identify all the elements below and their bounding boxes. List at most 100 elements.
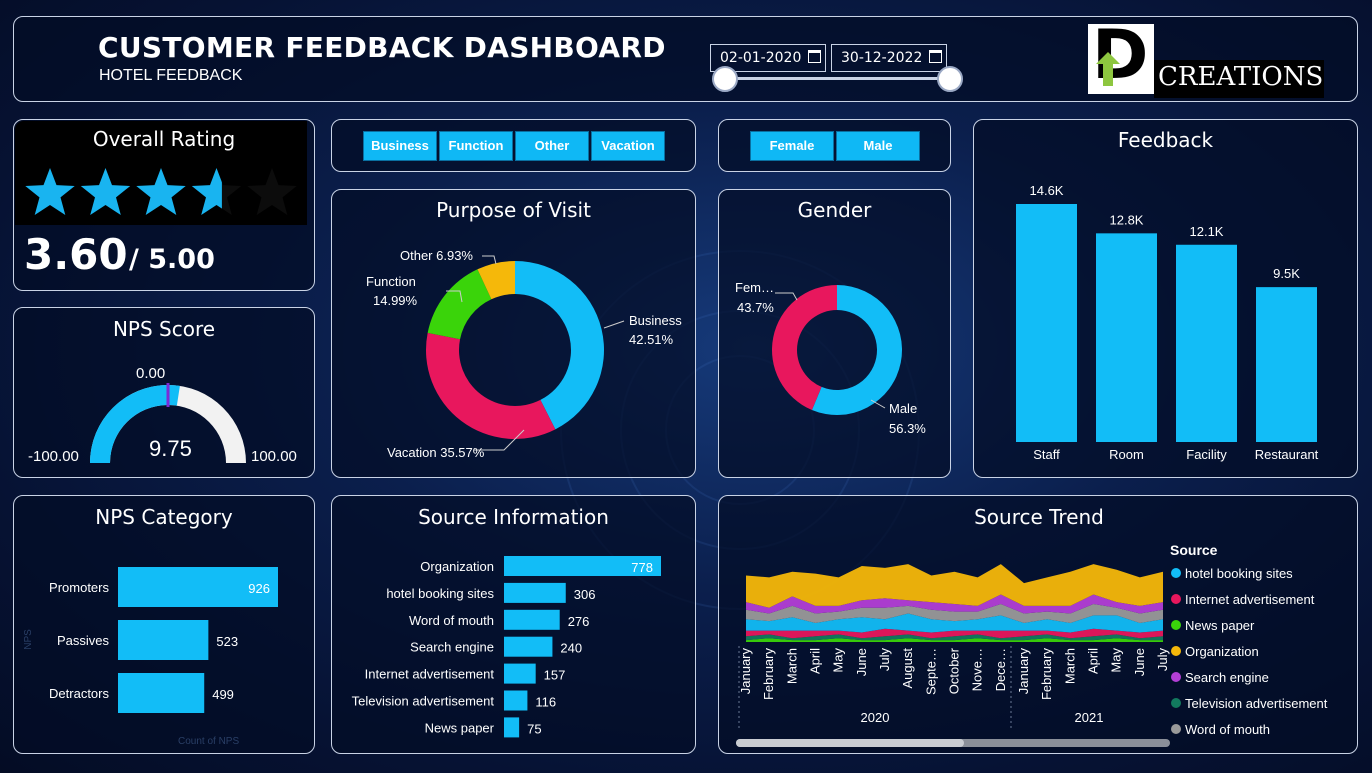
trend-month-label: April	[808, 648, 823, 674]
feedback-bar-restaurant[interactable]	[1256, 287, 1317, 442]
brand-logo: D CREATIONS	[1088, 16, 1324, 98]
source-trend-area-chart: January February March April May June July Augu…	[738, 564, 1170, 728]
source-bar[interactable]	[504, 690, 528, 711]
slicer-button-function[interactable]: Function	[439, 131, 513, 161]
purpose-slice-function	[427, 269, 492, 340]
star-icon	[191, 168, 222, 215]
source-trend-panel: Source Trend January February March April Ma…	[718, 495, 1358, 754]
legend-item-television-advertisement[interactable]: Television advertisement	[1171, 696, 1327, 711]
legend-item-search-engine[interactable]: Search engine	[1171, 670, 1269, 685]
trend-month-label: July	[1155, 648, 1170, 672]
trend-month-label: January	[1016, 648, 1031, 695]
feedback-panel: Feedback 14.6K Staff 12.8K Room 12.1K Facilit…	[973, 119, 1358, 478]
end-date-input[interactable]: 30-12-2022	[831, 44, 947, 72]
gender-slice-female	[772, 285, 837, 410]
trend-month-label: October	[947, 647, 962, 694]
legend-swatch-icon	[1171, 594, 1181, 604]
source-bar[interactable]	[504, 582, 566, 603]
purpose-slice-business	[515, 261, 604, 430]
feedback-title: Feedback	[1117, 128, 1214, 152]
source-information-bar-chart: Organization 778 hotel booking sites 306 Wor…	[352, 556, 661, 738]
gender-slicer-panel: Female Male	[718, 119, 951, 172]
nps-category-x-axis-label: Count of NPS	[178, 736, 240, 747]
legend-item-internet-advertisement[interactable]: Internet advertisement	[1171, 592, 1314, 607]
source-label: Television advertisement	[352, 694, 495, 709]
horizontal-scrollbar-thumb[interactable]	[736, 739, 964, 747]
date-range-slider-end-handle[interactable]	[937, 66, 963, 92]
trend-month-label: February	[761, 648, 776, 701]
gender-donut-chart	[772, 285, 902, 415]
feedback-value-label: 12.8K	[1110, 212, 1144, 227]
trend-month-label: January	[738, 648, 753, 695]
header-panel: CUSTOMER FEEDBACK DASHBOARD HOTEL FEEDBA…	[13, 16, 1358, 102]
nps-category-bar-promoters[interactable]	[118, 567, 278, 607]
start-date-input[interactable]: 02-01-2020	[710, 44, 826, 72]
feedback-value-label: 12.1K	[1190, 224, 1224, 239]
start-date-value: 02-01-2020	[720, 50, 802, 66]
feedback-bar-facility[interactable]	[1176, 244, 1237, 442]
label-other: Other 6.93%	[400, 248, 473, 263]
source-value-label: 778	[631, 560, 653, 575]
nps-category-label: Passives	[57, 633, 110, 648]
logo-letter: D	[1092, 16, 1149, 95]
trend-month-label: Septe…	[923, 648, 938, 695]
legend-swatch-icon	[1171, 724, 1181, 734]
date-range-slider-track[interactable]	[726, 77, 951, 80]
calendar-icon[interactable]	[929, 50, 942, 63]
source-bar[interactable]	[504, 663, 536, 684]
source-label: Organization	[420, 559, 494, 574]
purpose-of-visit-panel: Purpose of Visit Business 42.51% Vacatio…	[331, 189, 696, 478]
trend-area-hotel-booking-sites	[746, 613, 1163, 633]
nps-target-label: 0.00	[136, 365, 166, 382]
trend-year-label: 2020	[861, 710, 890, 725]
legend-item-news-paper[interactable]: News paper	[1171, 618, 1254, 633]
trend-year-label: 2021	[1075, 710, 1104, 725]
feedback-bar-room[interactable]	[1096, 233, 1157, 442]
feedback-bar-chart: 14.6K Staff 12.8K Room 12.1K Facility 9.5K Rest…	[1016, 183, 1319, 462]
source-value-label: 116	[535, 695, 556, 710]
nps-category-bar-detractors[interactable]	[118, 673, 205, 713]
page-title: CUSTOMER FEEDBACK DASHBOARD	[98, 31, 666, 64]
slicer-button-female[interactable]: Female	[750, 131, 834, 161]
legend-item-hotel-booking-sites[interactable]: hotel booking sites	[1171, 566, 1293, 581]
source-trend-title: Source Trend	[974, 505, 1104, 529]
source-value-label: 157	[544, 668, 566, 683]
source-bar[interactable]	[504, 556, 661, 576]
nps-category-title: NPS Category	[95, 505, 233, 529]
trend-month-label: June	[854, 648, 869, 676]
legend-item-organization[interactable]: Organization	[1171, 644, 1259, 659]
trend-area-television-advertisement	[746, 634, 1163, 641]
slicer-button-business[interactable]: Business	[363, 131, 437, 161]
source-label: News paper	[425, 720, 495, 735]
overall-rating-max: / 5.00	[129, 244, 215, 275]
nps-value-label: 9.75	[149, 436, 192, 461]
legend-label: hotel booking sites	[1185, 566, 1293, 581]
nps-max-label: 100.00	[251, 448, 297, 465]
nps-category-label: Promoters	[49, 580, 109, 595]
gender-panel: Gender Fem… 43.7% Male 56.3%	[718, 189, 951, 478]
slicer-button-vacation[interactable]: Vacation	[591, 131, 665, 161]
end-date-value: 30-12-2022	[841, 50, 923, 66]
legend-item-word-of-mouth[interactable]: Word of mouth	[1171, 722, 1270, 737]
trend-month-label: Dece…	[993, 648, 1008, 691]
leader-line	[603, 320, 625, 329]
calendar-icon[interactable]	[808, 50, 821, 63]
feedback-value-label: 9.5K	[1273, 266, 1300, 281]
legend-swatch-icon	[1171, 568, 1181, 578]
feedback-bar-staff[interactable]	[1016, 204, 1077, 442]
label-business: Business	[629, 313, 682, 328]
source-bar[interactable]	[504, 717, 520, 738]
legend-label: Word of mouth	[1185, 722, 1271, 737]
trend-area-internet-advertisement	[746, 628, 1163, 639]
date-range-slider-start-handle[interactable]	[712, 66, 738, 92]
source-bar[interactable]	[504, 609, 560, 630]
nps-category-bar-passives[interactable]	[118, 620, 209, 660]
source-bar[interactable]	[504, 636, 553, 657]
nps-score-title: NPS Score	[112, 317, 216, 341]
nps-category-panel: NPS Category NPS Count of NPS Promoters 9…	[13, 495, 315, 754]
gauge-value-arc	[90, 385, 180, 463]
slicer-button-other[interactable]: Other	[515, 131, 589, 161]
source-label: Word of mouth	[409, 613, 494, 628]
slicer-button-male[interactable]: Male	[836, 131, 920, 161]
source-information-panel: Source Information Organization 778 hotel …	[331, 495, 696, 754]
